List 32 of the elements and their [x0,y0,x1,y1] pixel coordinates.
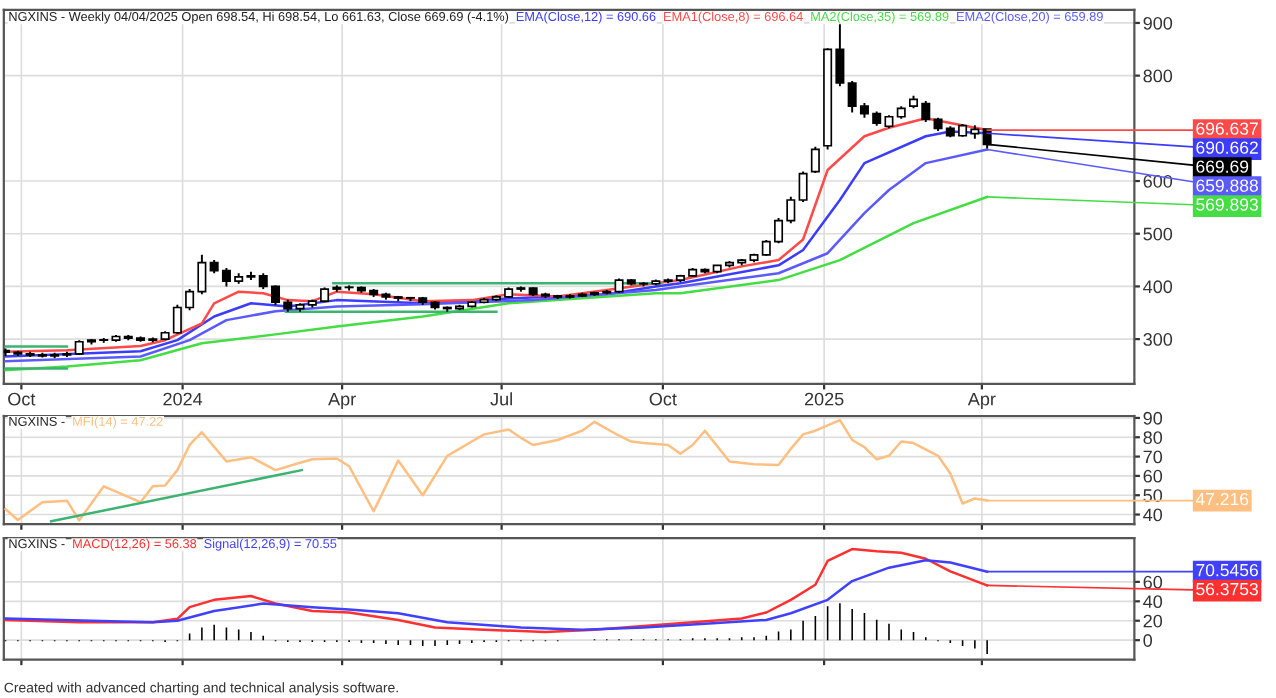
y-tick-label: 20 [1143,614,1163,628]
candlestick [810,145,820,175]
annotation: 690.662 [1196,141,1258,154]
y-tick-label: 0 [1143,634,1153,647]
annotation: 696.637 [1196,122,1258,135]
y-tick-label: 300 [1143,333,1173,346]
annotation: 56.3753 [1196,582,1258,596]
y-tick-label: 800 [1143,69,1173,83]
y-tick-label: 40 [1143,508,1163,522]
x-tick-label: Oct [8,392,36,406]
y-tick-label: 500 [1143,227,1173,241]
y-tick-label: 60 [1143,575,1163,589]
y-tick-label: 60 [1143,469,1163,483]
x-tick-label: Jul [490,392,512,406]
x-tick-label: Apr [967,392,996,410]
y-tick-label: 40 [1143,595,1163,609]
x-tick-label: Oct [649,392,677,406]
annotation: 47.216 [1195,492,1249,506]
y-tick-label: 900 [1143,16,1173,30]
candlestick [798,170,808,204]
x-tick-label: Apr [328,392,356,410]
annotation: 659.888 [1196,179,1258,192]
y-tick-label: 80 [1143,431,1163,444]
annotation: 70.5456 [1196,563,1258,577]
y-tick-label: 600 [1143,174,1173,188]
annotation: 669.69 [1196,160,1249,173]
y-tick-label: 400 [1143,280,1173,294]
annotation: 569.893 [1196,198,1258,211]
y-tick-label: 90 [1143,411,1163,425]
x-tick-label: 2025 [804,392,844,406]
y-tick-label: 70 [1143,450,1163,464]
x-tick-label: 2024 [163,392,203,406]
